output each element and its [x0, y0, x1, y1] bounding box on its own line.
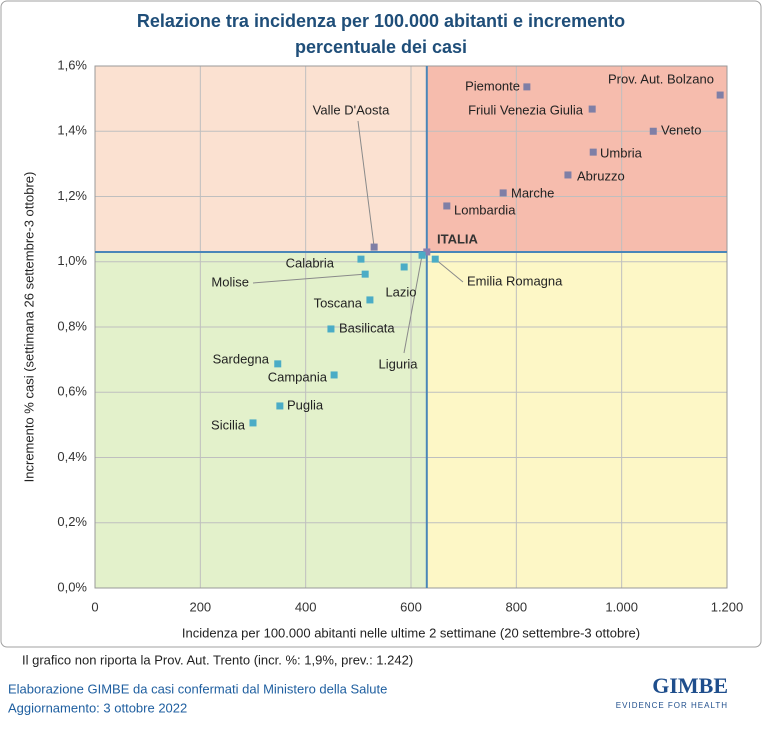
point: [523, 83, 531, 91]
x-tick-label: 400: [295, 599, 317, 614]
point-label: Lombardia: [454, 202, 516, 217]
point: [716, 91, 724, 99]
point: [423, 248, 431, 256]
y-tick-label: 1,2%: [57, 188, 87, 203]
point-label: Emilia Romagna: [467, 273, 563, 288]
y-tick-label: 0,0%: [57, 579, 87, 594]
point-label: Molise: [211, 274, 249, 289]
leader-line: [252, 273, 366, 284]
point: [499, 189, 507, 197]
leader-line: [357, 120, 375, 248]
x-tick-label: 1.200: [711, 599, 744, 614]
point: [370, 243, 378, 251]
logo-tagline: EVIDENCE FOR HEALTH: [616, 701, 728, 710]
point-label: Veneto: [661, 122, 702, 137]
point: [366, 296, 374, 304]
chart-subtitle: percentuale dei casi: [295, 37, 467, 57]
point-label: Sardegna: [213, 351, 270, 366]
point: [400, 263, 408, 271]
quadrant: [95, 251, 427, 588]
point-label: ITALIA: [437, 231, 479, 246]
note: Il grafico non riporta la Prov. Aut. Tre…: [22, 652, 413, 667]
y-tick-label: 0,6%: [57, 384, 87, 399]
point: [361, 270, 369, 278]
x-tick-label: 0: [91, 599, 98, 614]
point-label: Campania: [268, 369, 328, 384]
point-label: Puglia: [287, 397, 324, 412]
point: [589, 148, 597, 156]
leader-line: [403, 255, 423, 354]
point-label: Umbria: [600, 145, 643, 160]
point-label: Liguria: [378, 356, 418, 371]
point: [649, 127, 657, 135]
point: [330, 371, 338, 379]
point-label: Calabria: [286, 255, 335, 270]
quadrant: [426, 251, 727, 588]
point-label: Piemonte: [465, 78, 520, 93]
point: [431, 255, 439, 263]
y-tick-label: 1,0%: [57, 253, 87, 268]
y-tick-label: 0,4%: [57, 449, 87, 464]
point: [327, 325, 335, 333]
y-tick-label: 1,6%: [57, 57, 87, 72]
x-tick-label: 800: [505, 599, 527, 614]
point: [276, 402, 284, 410]
x-tick-label: 600: [400, 599, 422, 614]
x-axis-title: Incidenza per 100.000 abitanti nelle ult…: [182, 625, 640, 640]
point: [249, 419, 257, 427]
point-label: Valle D'Aosta: [313, 102, 390, 117]
y-tick-label: 0,2%: [57, 514, 87, 529]
point-label: Basilicata: [339, 320, 395, 335]
quadrant: [426, 66, 727, 252]
point: [274, 360, 282, 368]
point: [418, 251, 426, 259]
leader-line: [434, 258, 464, 283]
point-label: Abruzzo: [577, 168, 625, 183]
logo: GIMBE: [652, 673, 728, 698]
point: [588, 105, 596, 113]
point: [564, 171, 572, 179]
y-axis-title: Incremento % casi (settimana 26 settembr…: [21, 172, 36, 483]
point: [443, 202, 451, 210]
y-tick-label: 1,4%: [57, 123, 87, 138]
point-label: Marche: [511, 185, 554, 200]
point-label: Sicilia: [211, 417, 246, 432]
point-label: Prov. Aut. Bolzano: [608, 71, 714, 86]
y-tick-label: 0,8%: [57, 318, 87, 333]
point-label: Lazio: [385, 284, 416, 299]
chart-title: Relazione tra incidenza per 100.000 abit…: [137, 11, 625, 31]
x-tick-label: 200: [189, 599, 211, 614]
source: Elaborazione GIMBE da casi confermati da…: [8, 681, 387, 696]
point-label: Toscana: [314, 295, 363, 310]
quadrant: [95, 66, 427, 252]
point-label: Friuli Venezia Giulia: [468, 102, 584, 117]
plot-frame: [94, 65, 728, 589]
x-tick-label: 1.000: [605, 599, 638, 614]
updated: Aggiornamento: 3 ottobre 2022: [8, 700, 187, 715]
point: [357, 255, 365, 263]
